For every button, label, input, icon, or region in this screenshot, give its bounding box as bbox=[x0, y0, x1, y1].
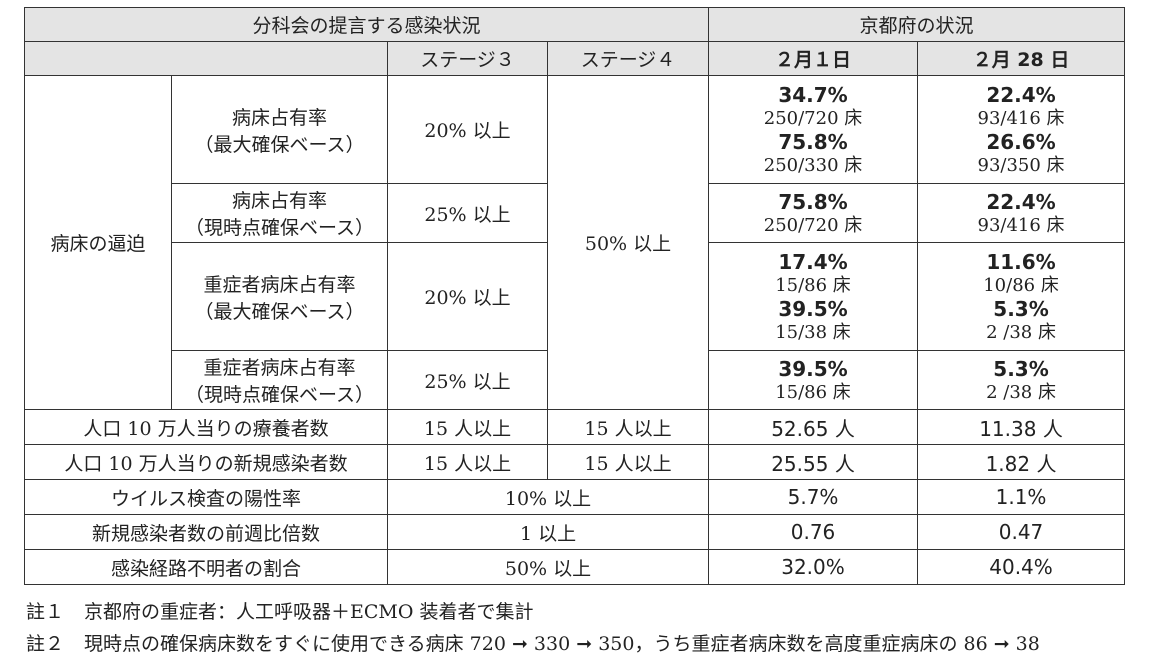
table-row: 新規感染者数の前週比倍数 1 以上 0.76 0.47 bbox=[24, 514, 1126, 550]
date2-value: 0.47 bbox=[917, 514, 1126, 550]
header-right-title: 京都府の状況 bbox=[708, 7, 1126, 42]
indicator-label: 人口 10 万人当りの療養者数 bbox=[24, 409, 388, 445]
infection-status-table: 分科会の提言する感染状況 京都府の状況 ステージ３ ステージ４ ２月１日 ２月 … bbox=[23, 7, 1126, 585]
date1-value: 17.4% 15/86 床 39.5% 15/38 床 bbox=[708, 242, 919, 351]
stage4-criterion: 15 人以上 bbox=[546, 444, 710, 480]
metric-name: 重症者病床占有率 （最大確保ベース） bbox=[171, 242, 388, 351]
footnote-label: 註２ bbox=[26, 633, 65, 655]
date1-value: 25.55 人 bbox=[708, 444, 919, 480]
bed-count: 250/330 床 bbox=[763, 154, 863, 176]
date2-value: 11.6% 10/86 床 5.3% 2 /38 床 bbox=[917, 242, 1126, 351]
table-row: 病床占有率 （現時点確保ベース） 25% 以上 75.8% 250/720 床 … bbox=[25, 183, 1126, 243]
metric-name-line1: 重症者病床占有率 bbox=[203, 273, 356, 296]
bed-count: 2 /38 床 bbox=[986, 321, 1056, 343]
metric-name-line2: （現時点確保ベース） bbox=[184, 217, 375, 239]
bed-count: 93/350 床 bbox=[977, 154, 1065, 176]
stage3-criterion: 15 人以上 bbox=[387, 409, 548, 445]
stage3-criterion: 20% 以上 bbox=[387, 75, 548, 184]
bed-count: 10/86 床 bbox=[983, 274, 1059, 296]
metric-name-line2: （最大確保ベース） bbox=[194, 133, 365, 156]
rate-value: 17.4% bbox=[778, 249, 848, 274]
metric-name: 病床占有率 （現時点確保ベース） bbox=[171, 183, 388, 243]
shared-criterion: 50% 以上 bbox=[386, 549, 710, 585]
rate-value: 75.8% bbox=[778, 129, 848, 154]
table-row: 人口 10 万人当りの療養者数 15 人以上 15 人以上 52.65 人 11… bbox=[24, 409, 1126, 445]
indicator-label: 新規感染者数の前週比倍数 bbox=[24, 514, 388, 550]
rate-value: 26.6% bbox=[986, 129, 1056, 154]
header-stage3: ステージ３ bbox=[387, 41, 548, 76]
footnotes: 註１ 京都府の重症者：人工呼吸器＋ECMO 装着者で集計 註２ 現時点の確保病床数を… bbox=[26, 596, 1040, 660]
indicator-label: ウイルス検査の陽性率 bbox=[24, 479, 388, 515]
bed-count: 93/416 床 bbox=[977, 214, 1065, 236]
date1-value: 52.65 人 bbox=[708, 409, 919, 445]
bed-count: 15/86 床 bbox=[775, 381, 851, 403]
stage4-bed-criterion: 50% 以上 bbox=[546, 75, 710, 410]
indicator-label: 人口 10 万人当りの新規感染者数 bbox=[24, 444, 388, 480]
metric-name-line1: 病床占有率 bbox=[231, 190, 327, 212]
rate-value: 34.7% bbox=[778, 82, 848, 107]
bed-count: 15/38 床 bbox=[775, 321, 851, 343]
table-row: 重症者病床占有率 （現時点確保ベース） 25% 以上 39.5% 15/86 床… bbox=[25, 350, 1126, 410]
shared-criterion: 1 以上 bbox=[386, 514, 710, 550]
rate-value: 22.4% bbox=[986, 189, 1056, 214]
date1-value: 34.7% 250/720 床 75.8% 250/330 床 bbox=[708, 75, 919, 184]
table-row: ウイルス検査の陽性率 10% 以上 5.7% 1.1% bbox=[24, 479, 1126, 515]
rate-value: 75.8% bbox=[778, 189, 848, 214]
bed-count: 93/416 床 bbox=[977, 107, 1065, 129]
date2-value: 1.82 人 bbox=[917, 444, 1126, 480]
metric-name: 病床占有率 （最大確保ベース） bbox=[171, 75, 388, 184]
header-date2: ２月 28 日 bbox=[917, 41, 1126, 76]
date2-value: 11.38 人 bbox=[917, 409, 1126, 445]
stage3-criterion: 25% 以上 bbox=[387, 183, 548, 243]
bed-count: 15/86 床 bbox=[775, 274, 851, 296]
metric-name-line2: （最大確保ベース） bbox=[194, 300, 365, 323]
footnote-2: 註２ 現時点の確保病床数をすぐに使用できる病床 720 ➞ 330 ➞ 350，う… bbox=[26, 628, 1040, 660]
stage3-criterion: 25% 以上 bbox=[387, 350, 548, 410]
footnote-text: 京都府の重症者：人工呼吸器＋ECMO 装着者で集計 bbox=[84, 601, 534, 623]
bed-count: 2 /38 床 bbox=[986, 381, 1056, 403]
footnote-text: 現時点の確保病床数をすぐに使用できる病床 720 ➞ 330 ➞ 350，うち重… bbox=[84, 633, 1040, 655]
header-stage4: ステージ４ bbox=[546, 41, 710, 76]
indicator-label: 感染経路不明者の割合 bbox=[24, 549, 388, 585]
header-blank-cell bbox=[24, 41, 388, 76]
stage4-criterion: 15 人以上 bbox=[546, 409, 710, 445]
date1-value: 0.76 bbox=[708, 514, 919, 550]
bed-count: 250/720 床 bbox=[763, 214, 863, 236]
footnote-1: 註１ 京都府の重症者：人工呼吸器＋ECMO 装着者で集計 bbox=[26, 596, 1040, 628]
stage3-criterion: 20% 以上 bbox=[387, 242, 548, 351]
table-row: 人口 10 万人当りの新規感染者数 15 人以上 15 人以上 25.55 人 … bbox=[24, 444, 1126, 480]
date1-value: 32.0% bbox=[708, 549, 919, 585]
table-row: 病床の逼迫 病床占有率 （最大確保ベース） 20% 以上 50% 以上 34.7… bbox=[24, 75, 1126, 410]
bed-pressure-label: 病床の逼迫 bbox=[24, 75, 172, 410]
date2-value: 5.3% 2 /38 床 bbox=[917, 350, 1126, 410]
rate-value: 39.5% bbox=[778, 296, 848, 321]
metric-name: 重症者病床占有率 （現時点確保ベース） bbox=[171, 350, 388, 410]
date2-value: 22.4% 93/416 床 bbox=[917, 183, 1126, 243]
header-left-title: 分科会の提言する感染状況 bbox=[23, 7, 710, 42]
table-row: 重症者病床占有率 （最大確保ベース） 20% 以上 17.4% 15/86 床 … bbox=[25, 242, 1126, 351]
bed-count: 250/720 床 bbox=[763, 107, 863, 129]
stage3-criterion: 15 人以上 bbox=[387, 444, 548, 480]
date2-value: 1.1% bbox=[917, 479, 1126, 515]
rate-value: 22.4% bbox=[986, 82, 1056, 107]
date1-value: 39.5% 15/86 床 bbox=[708, 350, 919, 410]
metric-name-line1: 重症者病床占有率 bbox=[203, 357, 356, 379]
date1-value: 5.7% bbox=[708, 479, 919, 515]
shared-criterion: 10% 以上 bbox=[386, 479, 710, 515]
date2-value: 40.4% bbox=[917, 549, 1126, 585]
header-date1: ２月１日 bbox=[708, 41, 919, 76]
footnote-label: 註１ bbox=[26, 601, 65, 623]
date2-value: 22.4% 93/416 床 26.6% 93/350 床 bbox=[917, 75, 1126, 184]
table-row: 感染経路不明者の割合 50% 以上 32.0% 40.4% bbox=[24, 549, 1126, 585]
rate-value: 39.5% bbox=[778, 356, 848, 381]
metric-name-line2: （現時点確保ベース） bbox=[184, 384, 375, 406]
rate-value: 5.3% bbox=[993, 356, 1049, 381]
date1-value: 75.8% 250/720 床 bbox=[708, 183, 919, 243]
rate-value: 5.3% bbox=[993, 296, 1049, 321]
rate-value: 11.6% bbox=[986, 249, 1056, 274]
metric-name-line1: 病床占有率 bbox=[231, 106, 327, 129]
